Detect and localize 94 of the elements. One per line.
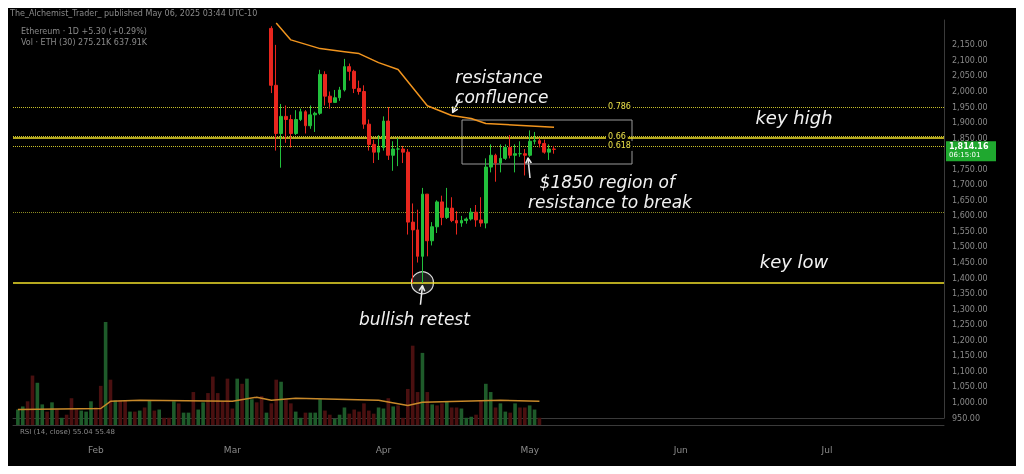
line-series <box>275 22 555 129</box>
bar <box>157 409 162 425</box>
y-tick-label: 1,600.00 <box>952 211 988 221</box>
bar <box>445 401 449 425</box>
bar <box>332 418 337 425</box>
bar <box>371 413 376 425</box>
ref-line-label: key high <box>755 106 833 128</box>
candlestick <box>343 58 346 93</box>
x-tick-label: Jun <box>672 444 688 455</box>
candlestick <box>382 115 385 152</box>
candlestick <box>396 137 400 167</box>
bar <box>128 411 132 425</box>
candlestick <box>425 193 429 257</box>
bar <box>279 381 283 425</box>
bar <box>274 379 279 425</box>
y-tick-label: 1,750.00 <box>952 164 988 174</box>
y-tick-label: 1,150.00 <box>952 351 988 361</box>
y-tick-label: 1,100.00 <box>952 366 988 376</box>
candlestick <box>445 187 449 220</box>
bar <box>293 411 298 425</box>
candlestick <box>518 140 522 158</box>
bar <box>79 410 84 425</box>
bar <box>20 406 25 425</box>
y-tick-label: 1,400.00 <box>952 273 988 283</box>
candlestick <box>391 140 395 172</box>
y-tick-label: 1,850.00 <box>952 133 988 143</box>
y-tick-label: 2,000.00 <box>952 87 988 97</box>
y-tick-label: 950.00 <box>952 413 980 423</box>
candlestick <box>386 106 390 161</box>
annotation: resistance confluence <box>455 67 549 108</box>
text: Ethereum · 1D +5.30 (+0.29%) <box>21 26 147 36</box>
candlestick <box>494 153 497 183</box>
bar <box>45 411 49 425</box>
candlestick <box>304 109 307 134</box>
x-tick-label: Feb <box>87 444 105 455</box>
candlestick <box>294 109 298 136</box>
x-tick-label: Jul <box>820 444 833 455</box>
x-tick-label: May <box>520 444 540 455</box>
candlestick <box>547 143 551 161</box>
y-tick-label: 1,050.00 <box>952 382 988 392</box>
y-tick-label: 1,200.00 <box>952 335 988 345</box>
bar <box>508 412 512 425</box>
y-tick-label: 1,950.00 <box>952 102 988 112</box>
ref-line-label: key low <box>759 251 829 273</box>
x-tick-label: Apr <box>375 444 392 455</box>
annotation: 0.618 <box>608 141 631 151</box>
y-tick-label: 1,650.00 <box>952 195 988 205</box>
y-tick-label: 1,450.00 <box>952 258 988 268</box>
bar <box>172 401 176 425</box>
candlestick <box>440 195 444 226</box>
y-tick-label: 1,700.00 <box>952 180 988 190</box>
bar <box>469 416 473 425</box>
bar <box>240 383 244 425</box>
annotation: 0.66 <box>608 131 626 141</box>
y-tick-label: 1,350.00 <box>952 289 988 299</box>
bar <box>133 411 137 425</box>
candlestick <box>508 134 512 159</box>
x-tick-label: Mar <box>223 444 242 455</box>
y-tick-label: 1,900.00 <box>952 118 988 128</box>
y-tick-label: 1,000.00 <box>952 397 988 407</box>
annotation: $1850 region of resistance to break <box>528 172 694 212</box>
bar <box>55 409 59 425</box>
candlestick <box>333 89 337 103</box>
y-tick-label: 2,100.00 <box>952 55 988 65</box>
y-tick-label: 2,050.00 <box>952 71 988 81</box>
candlestick <box>528 129 532 158</box>
annotation: 0.786 <box>608 102 631 112</box>
candlestick <box>279 103 283 169</box>
candlestick <box>421 187 424 284</box>
candlestick <box>377 134 380 161</box>
y-tick-label: 1,300.00 <box>952 304 988 314</box>
bar <box>98 385 103 425</box>
bar <box>430 404 434 425</box>
y-tick-label: 1,250.00 <box>952 320 988 330</box>
candlestick <box>513 143 517 173</box>
y-tick-label: 2,150.00 <box>952 40 988 50</box>
y-tick-label: 1,550.00 <box>952 226 988 236</box>
text: The_Alchemist_Trader_ published May 06, 2025 03:44 UTC-10 <box>9 8 258 18</box>
candlestick <box>542 139 546 155</box>
candlestick <box>523 148 527 176</box>
text: Vol · ETH (30) 275.21K 637.91K <box>21 37 148 47</box>
annotation: bullish retest <box>359 308 472 329</box>
bar <box>137 410 142 425</box>
bar <box>235 378 240 425</box>
bar <box>50 402 54 425</box>
candlestick <box>552 145 556 155</box>
bar <box>176 403 181 425</box>
y-tick-label: 1,500.00 <box>952 242 988 252</box>
text: 1,814.16 <box>949 141 989 151</box>
bar <box>59 417 64 425</box>
bar <box>484 383 488 425</box>
bar <box>513 403 517 425</box>
bar <box>391 406 395 425</box>
bar <box>118 400 123 425</box>
